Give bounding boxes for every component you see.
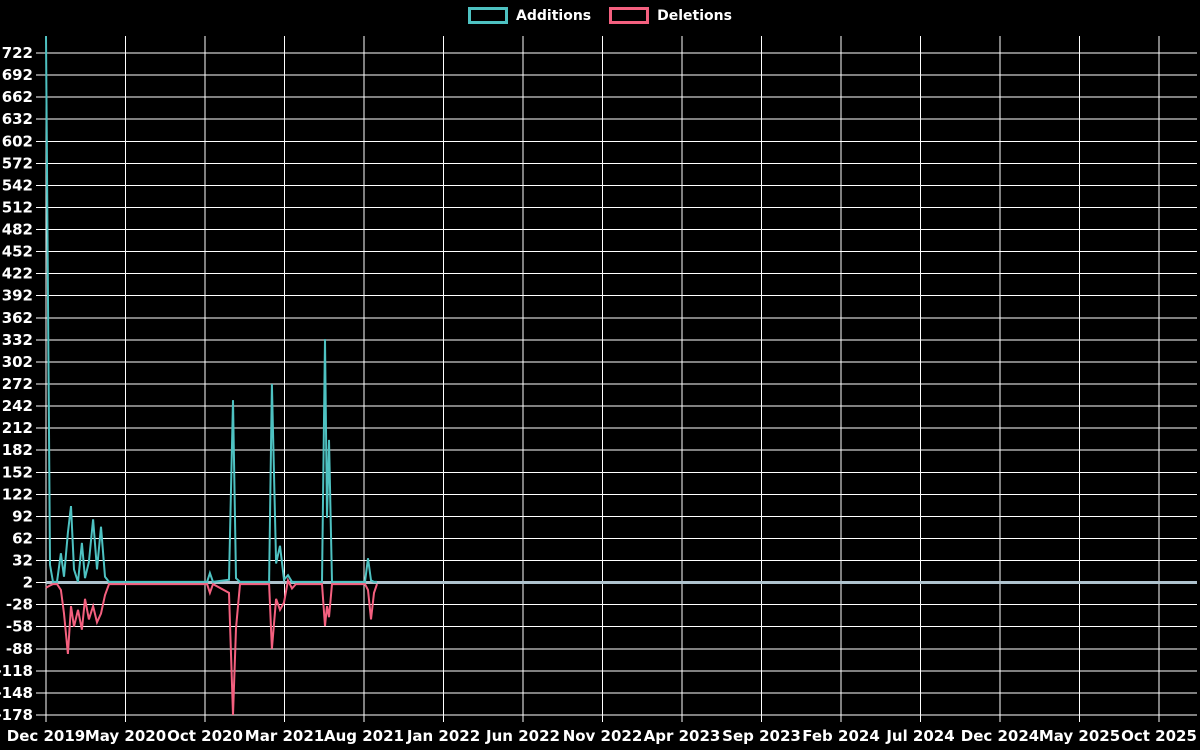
x-tick-label: Apr 2023	[644, 727, 721, 745]
y-tick-label: -28	[6, 596, 33, 614]
x-tick-label: Jun 2022	[485, 727, 560, 745]
y-tick-label: 572	[2, 154, 33, 172]
y-tick-label: 662	[2, 88, 33, 106]
x-tick-label: Oct 2020	[167, 727, 243, 745]
x-tick-label: Feb 2024	[802, 727, 880, 745]
x-tick-label: Dec 2024	[961, 727, 1040, 745]
x-tick-label: May 2020	[85, 727, 166, 745]
deletions-swatch-icon	[609, 7, 650, 24]
y-tick-label: 212	[2, 419, 33, 437]
y-tick-label: 482	[2, 221, 33, 239]
y-tick-label: 242	[2, 397, 33, 415]
y-tick-label: 332	[2, 331, 33, 349]
y-tick-label: 452	[2, 243, 33, 261]
y-tick-label: 422	[2, 265, 33, 283]
y-tick-label: 722	[2, 44, 33, 62]
additions-legend-label: Additions	[516, 7, 592, 24]
series-line-deletions	[45, 577, 378, 716]
additions-swatch-icon	[468, 7, 509, 24]
deletions-legend-label: Deletions	[657, 7, 732, 24]
y-tick-label: 272	[2, 375, 33, 393]
x-tick-label: May 2025	[1039, 727, 1120, 745]
y-tick-label: -118	[0, 662, 33, 680]
x-tick-label: Jul 2024	[885, 727, 954, 745]
y-tick-label: 62	[12, 529, 33, 547]
x-tick-label: Mar 2021	[245, 727, 324, 745]
x-tick-label: Sep 2023	[722, 727, 801, 745]
x-tick-label: Oct 2025	[1121, 727, 1197, 745]
y-tick-label: 182	[2, 441, 33, 459]
y-tick-label: 92	[12, 507, 33, 525]
y-tick-label: 302	[2, 353, 33, 371]
chart-legend: Additions Deletions	[0, 7, 1200, 24]
y-tick-label: 512	[2, 198, 33, 216]
x-tick-label: Jan 2022	[406, 727, 480, 745]
x-tick-label: Nov 2022	[563, 727, 643, 745]
y-tick-label: -58	[6, 618, 33, 636]
y-tick-label: 122	[2, 485, 33, 503]
y-tick-label: 632	[2, 110, 33, 128]
legend-item-additions[interactable]: Additions	[468, 7, 591, 24]
y-tick-label: 692	[2, 66, 33, 84]
y-tick-label: 32	[12, 552, 33, 570]
y-tick-label: 602	[2, 132, 33, 150]
y-tick-label: -178	[0, 706, 33, 724]
x-tick-label: Aug 2021	[324, 727, 404, 745]
y-tick-label: 152	[2, 463, 33, 481]
y-tick-label: 392	[2, 287, 33, 305]
x-tick-label: Dec 2019	[7, 727, 86, 745]
y-tick-label: 542	[2, 176, 33, 194]
y-tick-label: 2	[23, 574, 33, 592]
series-line-additions	[45, 36, 377, 584]
y-tick-label: 362	[2, 309, 33, 327]
y-tick-label: -88	[6, 640, 33, 658]
legend-item-deletions[interactable]: Deletions	[609, 7, 732, 24]
y-tick-label: -148	[0, 684, 33, 702]
